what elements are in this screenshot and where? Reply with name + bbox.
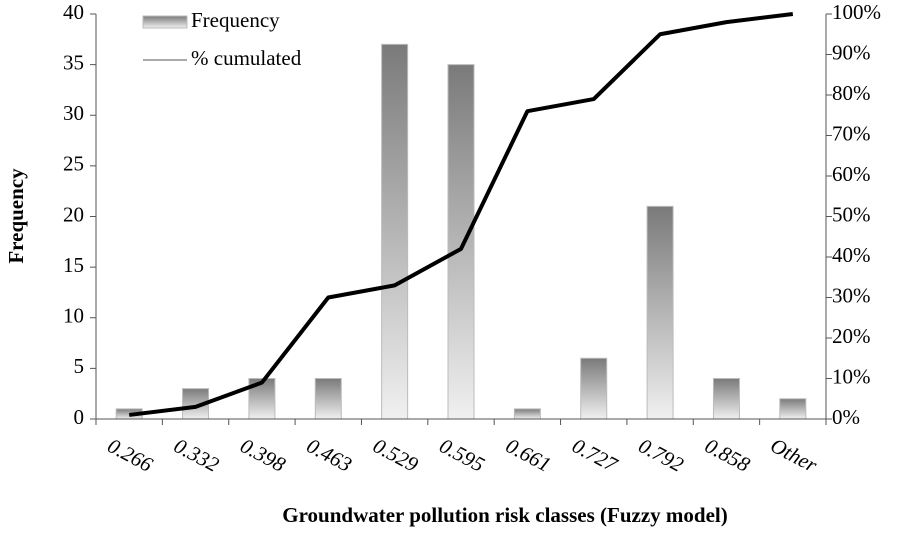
x-tick-label: 0.529 xyxy=(369,433,422,477)
x-tick-label: 0.661 xyxy=(502,433,555,476)
x-tick-label: 0.332 xyxy=(170,433,223,477)
bar xyxy=(314,378,342,420)
bar xyxy=(646,205,674,420)
y2-tick-label: 80% xyxy=(832,81,871,105)
legend-label: % cumulated xyxy=(191,46,302,70)
x-tick-label: 0.858 xyxy=(701,433,754,477)
legend-swatch xyxy=(142,15,188,29)
y-tick-label: 10 xyxy=(63,304,84,328)
y2-tick-label: 10% xyxy=(832,364,871,388)
x-axis-title: Groundwater pollution risk classes (Fuzz… xyxy=(282,503,727,527)
y2-tick-label: 20% xyxy=(832,324,871,348)
x-tick-label: 0.727 xyxy=(568,433,622,477)
bar xyxy=(712,378,740,420)
y-tick-label: 25 xyxy=(63,152,84,176)
y2-tick-label: 90% xyxy=(832,40,871,64)
bar xyxy=(381,43,409,420)
y-tick-label: 20 xyxy=(63,202,84,226)
y2-tick-label: 50% xyxy=(832,202,871,226)
x-tick-label: 0.792 xyxy=(635,433,688,477)
y2-tick-label: 70% xyxy=(832,121,871,145)
cumulative-line xyxy=(128,12,794,417)
y-tick-label: 15 xyxy=(63,253,84,277)
y-tick-label: 0 xyxy=(74,405,85,429)
y2-tick-label: 60% xyxy=(832,162,871,186)
bar xyxy=(513,408,541,420)
y2-tick-label: 30% xyxy=(832,283,871,307)
y-tick-label: 40 xyxy=(63,0,84,24)
bar xyxy=(447,64,475,420)
y-tick-label: 5 xyxy=(74,354,85,378)
y2-tick-label: 100% xyxy=(832,0,881,24)
y2-tick-label: 0% xyxy=(832,405,860,429)
x-tick-label: 0.463 xyxy=(303,433,356,476)
bar xyxy=(779,398,807,420)
legend-label: Frequency xyxy=(191,8,280,32)
x-tick-label: 0.266 xyxy=(104,433,157,477)
bar xyxy=(580,357,608,420)
y2-tick-label: 40% xyxy=(832,243,871,267)
y-axis-title: Frequency xyxy=(4,168,28,264)
x-tick-label: Other xyxy=(767,433,822,478)
x-tick-label: 0.595 xyxy=(436,433,489,476)
y-tick-label: 35 xyxy=(63,50,84,74)
x-tick-label: 0.398 xyxy=(236,433,289,477)
y-tick-label: 30 xyxy=(63,101,84,125)
